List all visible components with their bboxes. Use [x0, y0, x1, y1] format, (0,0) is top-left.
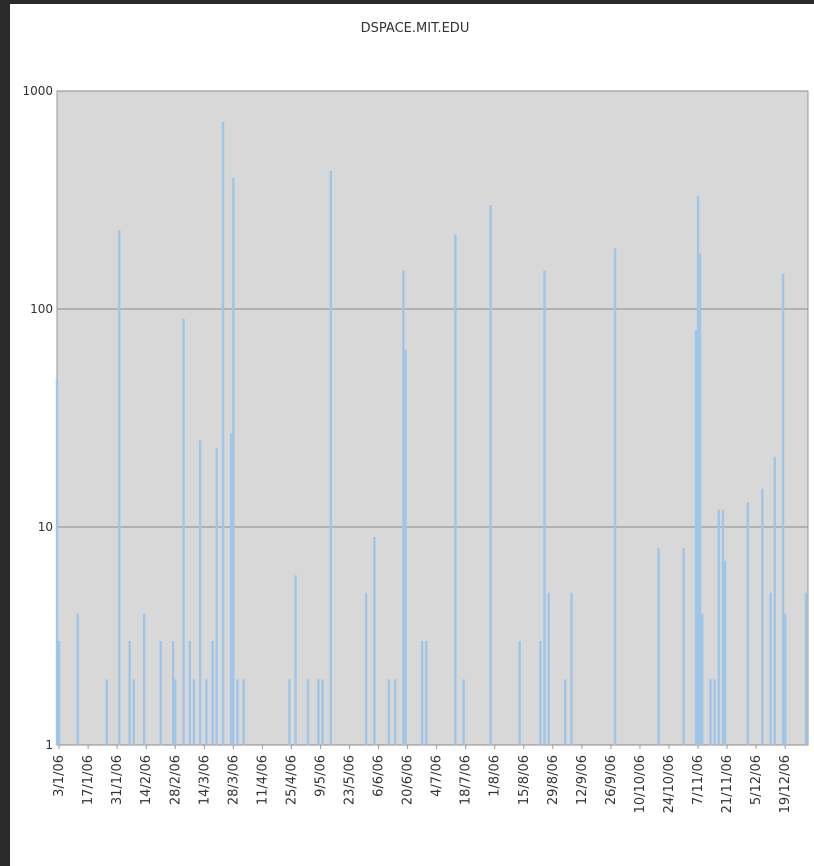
- y-tick-label: 1000: [22, 84, 53, 98]
- bar: [57, 640, 61, 745]
- bar: [288, 679, 291, 745]
- x-tick-label: 11/4/06: [255, 755, 270, 805]
- x-tick-label: 1/8/06: [488, 755, 503, 797]
- bar: [159, 640, 162, 745]
- bar: [230, 432, 233, 745]
- bar: [539, 640, 542, 745]
- bar: [518, 640, 521, 745]
- bar: [174, 679, 177, 745]
- bar: [364, 592, 368, 745]
- bar: [402, 270, 405, 745]
- bar: [205, 679, 208, 745]
- x-tick-label: 5/12/06: [749, 755, 764, 805]
- x-tick-label: 12/9/06: [575, 755, 590, 805]
- bar: [613, 248, 617, 745]
- bar: [425, 640, 428, 745]
- bar: [393, 679, 397, 745]
- bar: [387, 679, 391, 745]
- bar: [781, 273, 785, 745]
- bar: [105, 679, 108, 745]
- bar: [132, 679, 135, 745]
- bar: [171, 640, 175, 745]
- bar: [454, 234, 457, 745]
- bar: [804, 592, 808, 745]
- x-tick-label: 18/7/06: [459, 755, 474, 805]
- bar: [564, 679, 567, 745]
- bar: [182, 318, 185, 745]
- bar: [709, 679, 712, 745]
- bar: [657, 548, 660, 745]
- bar: [420, 640, 424, 745]
- bar: [242, 679, 245, 745]
- bar: [543, 270, 546, 745]
- y-tick-label: 10: [38, 520, 53, 534]
- bar: [696, 195, 700, 745]
- x-tick-label: 9/5/06: [313, 755, 328, 797]
- bar: [317, 679, 320, 745]
- x-tick-label: 3/1/06: [52, 755, 67, 797]
- bar: [76, 613, 79, 745]
- x-tick-label: 19/12/06: [778, 755, 793, 813]
- bar: [373, 536, 376, 745]
- bar: [118, 230, 121, 746]
- bar: [761, 488, 764, 745]
- x-tick-label: 23/5/06: [343, 755, 358, 805]
- bar: [211, 640, 214, 745]
- x-tick-label: 14/3/06: [197, 755, 212, 805]
- bar: [694, 330, 698, 745]
- bar: [221, 122, 225, 746]
- bar: [717, 509, 720, 745]
- bar: [723, 560, 727, 745]
- bar: [128, 640, 131, 745]
- x-tick-label: 28/3/06: [226, 755, 241, 805]
- bar: [489, 204, 492, 746]
- x-tick-label: 20/6/06: [401, 755, 416, 805]
- bar: [713, 679, 716, 745]
- x-tick-label: 24/10/06: [662, 755, 677, 813]
- bar: [769, 592, 772, 745]
- bar: [192, 679, 196, 745]
- bar: [294, 575, 297, 745]
- x-tick-label: 21/11/06: [720, 755, 735, 813]
- bar: [329, 170, 333, 745]
- x-tick-label: 15/8/06: [517, 755, 532, 805]
- x-tick-label: 28/2/06: [168, 755, 183, 805]
- bar: [698, 253, 702, 746]
- y-tick-label: 100: [30, 302, 53, 316]
- x-tick-label: 6/6/06: [372, 755, 387, 797]
- bar: [236, 679, 239, 745]
- bar: [773, 456, 777, 745]
- bar: [721, 509, 725, 745]
- bar: [404, 349, 407, 745]
- bar: [198, 440, 202, 745]
- x-tick-label: 10/10/06: [633, 755, 648, 813]
- x-tick-label: 25/4/06: [284, 755, 299, 805]
- x-tick-label: 14/2/06: [139, 755, 154, 805]
- x-tick-label: 29/8/06: [546, 755, 561, 805]
- bar: [783, 613, 787, 745]
- bar: [306, 679, 310, 745]
- x-tick-label: 17/1/06: [81, 755, 96, 805]
- bar: [746, 502, 750, 745]
- bar: [142, 613, 146, 745]
- x-tick-label: 31/1/06: [110, 755, 125, 805]
- bar: [682, 548, 685, 745]
- bar: [188, 640, 191, 745]
- x-tick-label: 4/7/06: [430, 755, 445, 797]
- bar: [232, 177, 235, 745]
- bar: [321, 679, 324, 745]
- y-tick-label: 1: [45, 738, 53, 752]
- bar: [700, 613, 704, 745]
- bar: [215, 448, 218, 745]
- bar: [547, 592, 550, 745]
- bar: [570, 592, 573, 745]
- chart-title: DSPACE.MIT.EDU: [361, 21, 470, 36]
- bar: [462, 679, 465, 745]
- x-tick-label: 7/11/06: [691, 755, 706, 805]
- bar: [55, 378, 59, 745]
- x-tick-label: 26/9/06: [604, 755, 619, 805]
